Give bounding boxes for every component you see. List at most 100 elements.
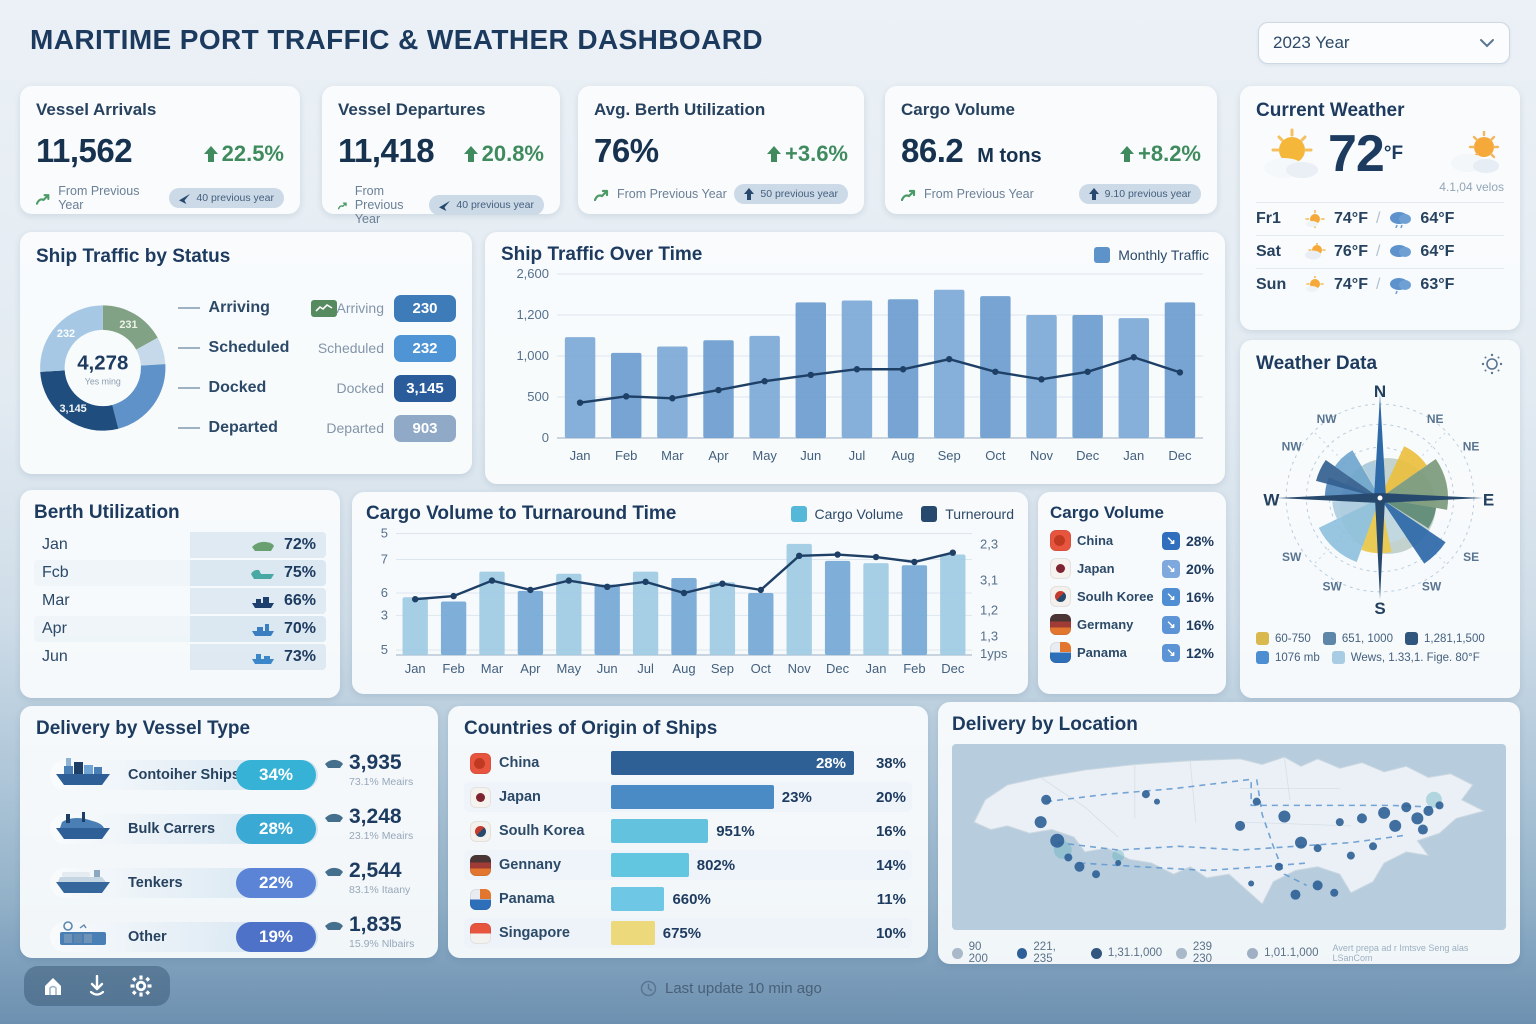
list-item: Panama ↘ 12% (1050, 642, 1214, 663)
slash-separator: / (1375, 276, 1381, 293)
kpi-title: Vessel Arrivals (36, 100, 157, 119)
vessel-type-label: Contoiher Ships (128, 767, 240, 783)
slash-separator: / (1375, 210, 1381, 227)
panel-title: Weather Data (1256, 353, 1378, 374)
traffic-bar-chart: 2,600 1,200 1,000 500 0 Jan Feb Mar Apr May Jun Jul… (516, 266, 1203, 463)
legend-dot (1247, 947, 1259, 959)
country-bar (611, 819, 709, 843)
legend-label: Arriving (208, 299, 270, 316)
settings-icon[interactable] (130, 975, 152, 997)
ship-icon (251, 623, 274, 636)
kpi-delta: +8.2% (1120, 141, 1201, 167)
traffic-chart-panel: Ship Traffic Over Time Monthly Traffic 2… (485, 232, 1225, 484)
cargo-volume-list-panel: Cargo Volume China ↘ 28% Japan ↘ 20% Sou… (1038, 492, 1226, 694)
chart-legend: Monthly Traffic (1094, 247, 1209, 263)
svg-text:N: N (1374, 382, 1386, 401)
germany-flag-icon (470, 854, 491, 876)
vessel-row: Bulk Carrers 28% 3,248 23.1% Meairs (36, 800, 422, 852)
panel-title: Delivery by Location (952, 714, 1138, 735)
svg-text:May: May (557, 661, 582, 676)
arrow-up-icon (767, 146, 781, 162)
list-item: Japan ↘ 20% (1050, 558, 1214, 579)
arrow-badge[interactable]: ↘ (1161, 643, 1180, 662)
percent-value: 16% (1185, 588, 1214, 605)
percent-value: 12% (1185, 644, 1214, 661)
country-label: Gennany (499, 857, 562, 873)
arrow-badge[interactable]: ↘ (1161, 559, 1180, 578)
year-selector-value: 2023 Year (1273, 33, 1350, 52)
legend-muted-label: Departed (326, 420, 384, 436)
japan-flag-icon (470, 786, 491, 808)
korea-flag-icon (470, 820, 491, 842)
kpi-badge: 40 previous year (429, 195, 544, 215)
legend-dot (1176, 947, 1187, 959)
legend-row-docked: Docked Docked 3,145 (177, 374, 456, 402)
arrow-badge[interactable]: ↘ (1161, 587, 1180, 606)
legend-item: 1,01.1,000 (1247, 947, 1319, 959)
percent-value: 38% (875, 754, 906, 772)
percent-value: 10% (875, 924, 906, 942)
legend-dot (1016, 947, 1028, 959)
svg-text:3,145: 3,145 (59, 403, 86, 415)
svg-text:Aug: Aug (672, 661, 695, 676)
svg-text:Mar: Mar (661, 448, 684, 463)
delivery-map (952, 744, 1506, 930)
ship-icon (251, 653, 274, 664)
badge-arrow-icon (1088, 188, 1099, 200)
vessel-row: Contoiher Ships 34% 3,935 73.1% Meairs (36, 746, 422, 798)
legend-item: 1076 mb (1256, 651, 1320, 664)
value-cell: 66% (190, 588, 326, 614)
year-selector[interactable]: 2023 Year (1258, 22, 1510, 64)
forecast-low: 64°F (1420, 243, 1455, 260)
sun-cloud-icon (1264, 128, 1318, 178)
last-update-status: Last update 10 min ago (640, 980, 822, 997)
month-cell: Apr (42, 620, 67, 637)
map-panel: Delivery by Location 90 200 221, 235 1,3… (938, 702, 1520, 965)
svg-text:NE: NE (1463, 439, 1480, 453)
download-icon[interactable] (86, 975, 108, 997)
kpi-unit: M tons (977, 145, 1042, 167)
home-icon[interactable] (42, 975, 64, 997)
value-cell: 75% (190, 560, 326, 586)
month-cell: Fcb (42, 564, 69, 581)
germany-flag-icon (1050, 614, 1071, 635)
panel-title: Cargo Volume to Turnaround Time (366, 503, 677, 524)
legend-swatch (921, 506, 938, 522)
country-label: Japan (1077, 561, 1115, 576)
legend-row-scheduled: Scheduled Scheduled 232 (177, 334, 456, 362)
arrow-badge[interactable]: ↘ (1161, 531, 1180, 550)
svg-text:E: E (1483, 491, 1494, 510)
legend-item: 1,31.1,000 (1090, 947, 1162, 959)
forecast-high: 74°F (1334, 210, 1368, 227)
barge-icon (60, 921, 106, 945)
svg-text:1,3: 1,3 (980, 628, 998, 643)
svg-text:NW: NW (1317, 412, 1338, 426)
singapore-flag-icon (470, 922, 491, 944)
svg-text:1yps: 1yps (980, 646, 1008, 661)
svg-text:0: 0 (542, 430, 549, 445)
ship-icon (251, 541, 274, 551)
country-label: Panama (499, 891, 555, 907)
bar-label: 23% (781, 788, 812, 806)
svg-text:6: 6 (381, 585, 388, 600)
kpi-delta: 22.5% (203, 141, 284, 167)
legend-item: 60-750 (1256, 632, 1311, 645)
sun-icon[interactable] (1480, 352, 1504, 376)
svg-text:1,200: 1,200 (516, 307, 549, 322)
legend-item: Wews, 1.33,1. Fige. 80°F (1331, 651, 1480, 664)
percent-value: 11% (876, 890, 906, 908)
country-bar (611, 785, 774, 809)
country-label: Soulh Koree (1077, 589, 1154, 604)
vessel-subtext: 83.1% Itaany (349, 884, 411, 896)
table-row: Jun 73% (34, 644, 326, 670)
country-row: Japan 23% 20% (464, 782, 912, 812)
svg-text:Apr: Apr (520, 661, 541, 676)
legend-swatch (1331, 651, 1345, 664)
svg-text:5: 5 (381, 525, 388, 540)
svg-text:1,2: 1,2 (980, 602, 998, 617)
svg-text:Aug: Aug (892, 448, 915, 463)
trend-icon (901, 189, 916, 201)
kpi-card-berth-utilization: Avg. Berth Utilization 76% +3.6% From Pr… (578, 86, 864, 214)
arrow-badge[interactable]: ↘ (1161, 615, 1180, 634)
